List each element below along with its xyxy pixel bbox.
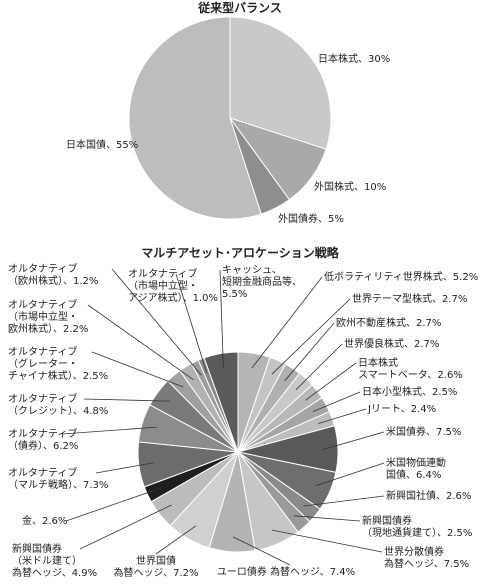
slice-label: オルタナティブ（グレーター・チャイナ株式）、2.5% [8, 345, 108, 382]
slice-label: 外国債券、5% [278, 212, 344, 225]
slice-label: 世界優良株式、2.7% [344, 337, 439, 350]
slice-label: 外国株式、10% [314, 180, 386, 193]
slice-label: ユーロ債券 為替ヘッジ、7.4% [217, 565, 355, 578]
slice-label: オルタナティブ（クレジット）、4.8% [8, 392, 108, 417]
slice-label: 日本国債、55% [66, 138, 138, 151]
leader-line [271, 529, 383, 553]
slice-label: オルタナティブ（市場中立型・欧州株式）、2.2% [8, 298, 88, 335]
leader-line [232, 536, 291, 566]
leader-line [83, 398, 170, 402]
leader-line [155, 525, 197, 555]
leader-line [315, 462, 385, 486]
slice-label: 新興国債券（現地通貨建て）、2.5% [362, 514, 472, 539]
pie-slice [203, 351, 239, 453]
slice-label: 日本株式、30% [318, 52, 390, 65]
slice-label: オルタナティブ（市場中立型・アジア株式）、1.0% [128, 267, 218, 304]
leader-line [175, 273, 208, 374]
slice-label: 欧州不動産株式、2.7% [336, 316, 441, 329]
leader-line [312, 391, 361, 413]
chart-title: 従来型バランス [197, 0, 282, 15]
leader-line [219, 269, 224, 369]
slice-label: 新興国社債、2.6% [386, 489, 471, 502]
chart-title: マルチアセット･アロケーション戦略 [141, 245, 340, 260]
pie-slice [229, 16, 332, 150]
slice-label: オルタナティブ（債券）、6.2% [8, 427, 78, 452]
slice-label: 新興国債券（米ドル建て）為替ヘッジ、4.9% [12, 542, 97, 579]
slice-label: 低ボラティリティ世界株式、5.2% [324, 270, 478, 283]
leader-line [318, 408, 367, 424]
leader-line [295, 343, 343, 391]
slice-label: 金、2.6% [22, 514, 67, 527]
slice-label: 米国債券、7.5% [386, 425, 461, 438]
slice-label: オルタナティブ（マルチ戦略）、7.3% [8, 466, 108, 491]
slice-label: 日本株式スマートベータ、2.6% [358, 356, 463, 381]
slice-label: キャッシュ、短期金融商品等、 5.5% [222, 265, 302, 300]
leader-line [303, 495, 385, 507]
leader-line [95, 462, 154, 474]
slice-label: 日本小型株式、2.5% [362, 385, 457, 398]
slice-label: 米国物価連動国債、6.4% [386, 456, 446, 481]
slice-label: Jリート、2.4% [367, 404, 436, 415]
slice-label: 世界国債為替ヘッジ、7.2% [113, 554, 198, 579]
leader-line [61, 426, 157, 435]
leader-line [284, 322, 335, 382]
leader-line [322, 431, 385, 450]
leader-line [294, 515, 361, 522]
pie-slice [128, 16, 262, 220]
leader-line [91, 351, 184, 388]
leader-line [65, 487, 162, 522]
slice-label: 世界テーマ型株式、2.7% [352, 292, 467, 305]
slice-label: オルタナティブ（欧州株式）、1.2% [8, 262, 98, 287]
leader-line [251, 276, 323, 369]
leader-line [111, 268, 202, 376]
leader-line [271, 298, 351, 375]
leader-line [79, 504, 172, 550]
leader-line [305, 362, 357, 401]
leader-line [87, 304, 194, 380]
slice-label: 世界分散債券為替ヘッジ、7.5% [384, 545, 469, 570]
